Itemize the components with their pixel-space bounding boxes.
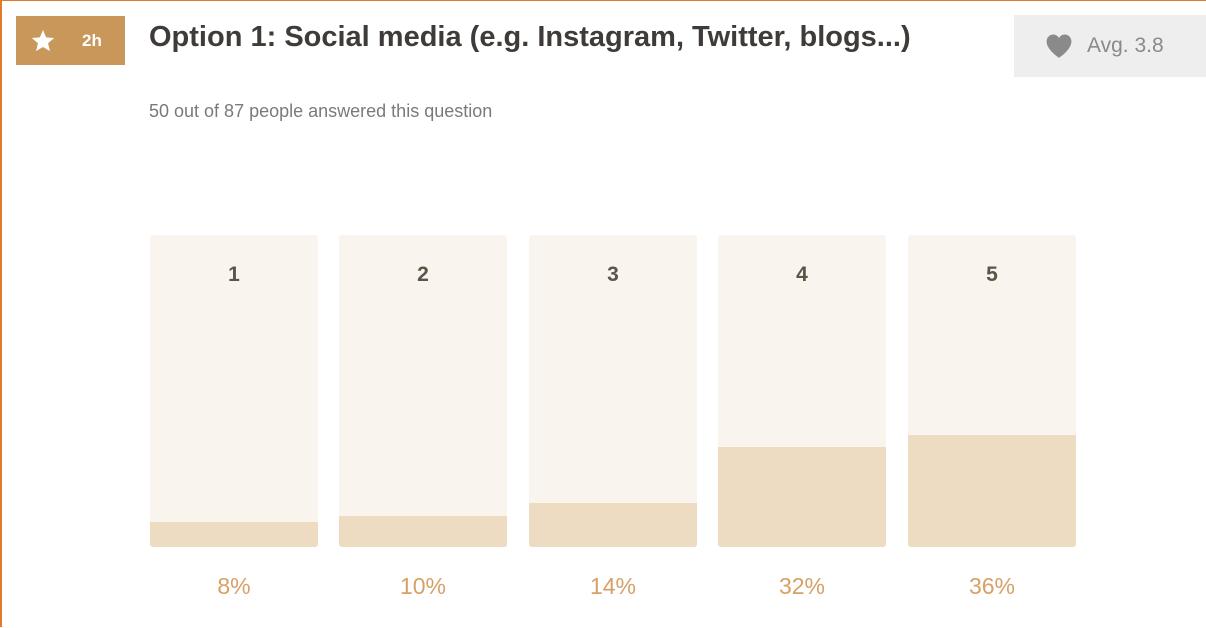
heart-icon <box>1046 34 1072 58</box>
bar-fill-1 <box>150 522 318 547</box>
average-label: Avg. 3.8 <box>1087 34 1164 57</box>
bar-column-5: 5 <box>908 235 1076 547</box>
answered-count: 50 out of 87 people answered this questi… <box>149 101 493 121</box>
bar-fill-2 <box>339 515 507 547</box>
bar-percent-label: 10% <box>399 573 447 599</box>
bar-column-2: 2 <box>339 235 507 547</box>
bar-percent-label: 8% <box>217 573 251 599</box>
time-label: 2h <box>82 30 102 50</box>
bar-fill-3 <box>529 503 697 547</box>
bar-column-1: 1 <box>150 235 318 547</box>
bar-percent-label: 14% <box>589 573 637 599</box>
bar-column-3: 3 <box>529 235 697 547</box>
bar-fill-5 <box>908 434 1076 547</box>
bar-category-label: 3 <box>607 263 619 286</box>
bar-category-label: 5 <box>986 263 998 286</box>
bar-category-label: 1 <box>228 263 240 286</box>
bar-category-label: 2 <box>417 263 429 286</box>
bar-category-label: 4 <box>796 263 808 286</box>
bar-column-4: 4 <box>718 235 886 547</box>
bar-percent-label: 36% <box>968 573 1016 599</box>
bar-percent-label: 32% <box>778 573 826 599</box>
question-title: Option 1: Social media (e.g. Instagram, … <box>149 21 911 53</box>
average-rating: Avg. 3.8 <box>1014 15 1206 77</box>
bar-fill-4 <box>718 447 886 547</box>
star-icon <box>31 29 55 51</box>
time-badge: 2h <box>16 16 125 65</box>
